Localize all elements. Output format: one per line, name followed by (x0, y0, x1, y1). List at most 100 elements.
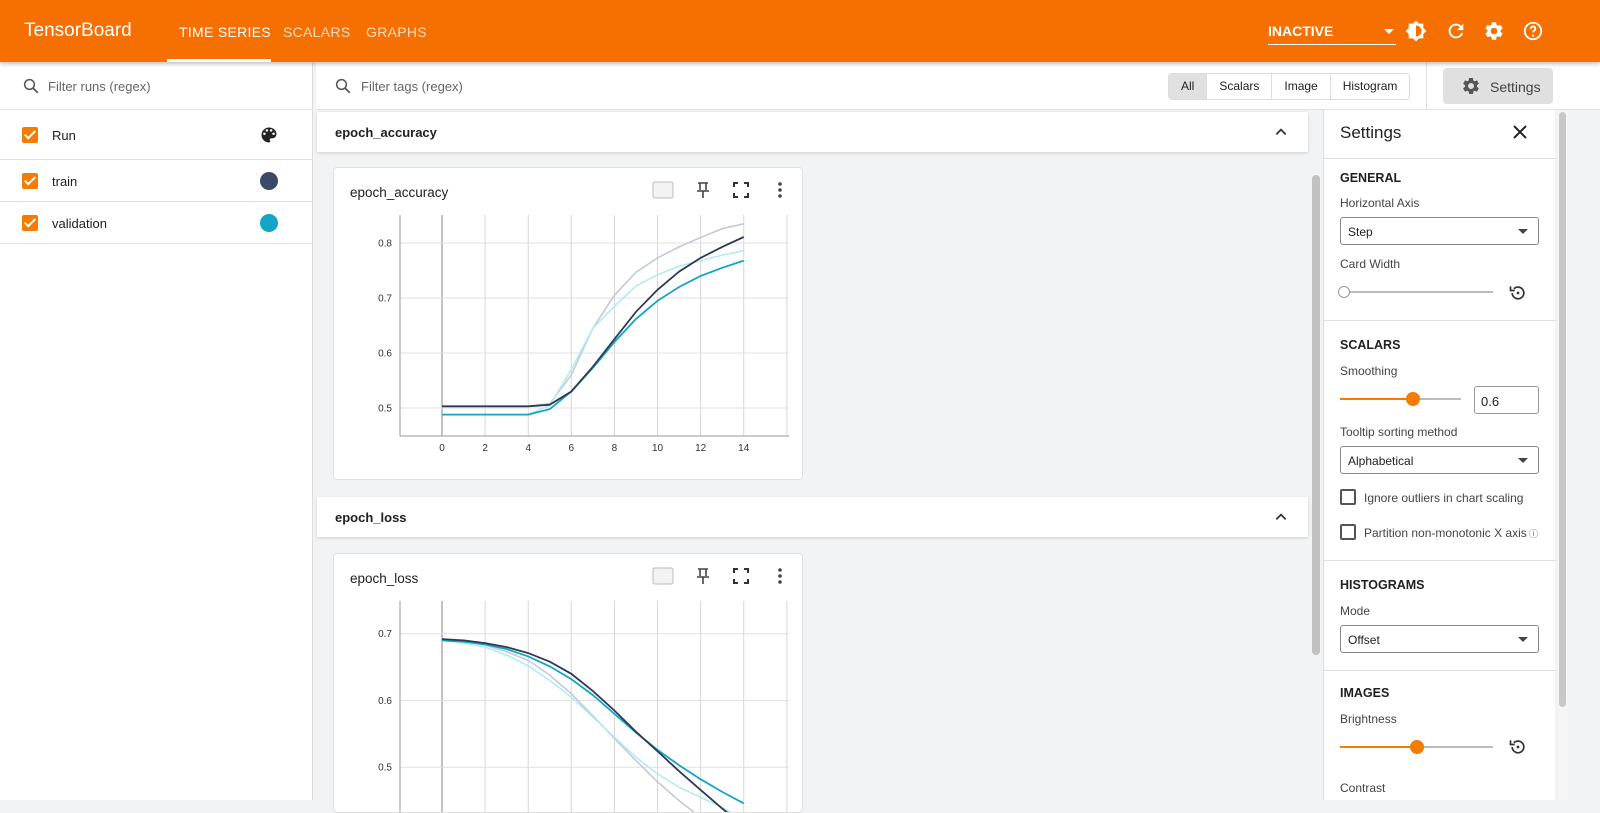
chevron-up-icon[interactable] (1274, 510, 1288, 524)
pin-icon[interactable] (696, 567, 710, 585)
contrast-label: Contrast (1340, 781, 1386, 795)
reset-icon[interactable] (1508, 737, 1528, 757)
slider-fill (1340, 398, 1413, 400)
settings-icon (1463, 77, 1479, 94)
horizontal-axis-select[interactable]: Step (1340, 217, 1539, 245)
settings-icon[interactable] (1483, 20, 1505, 42)
run-row-train[interactable]: train (0, 160, 312, 202)
info-icon[interactable]: ⓘ (1529, 529, 1539, 539)
search-icon (23, 78, 39, 94)
more-options-icon[interactable] (777, 181, 783, 199)
smoothing-slider[interactable] (1340, 392, 1461, 406)
type-filter-all[interactable]: All (1169, 74, 1207, 99)
mode-label: Mode (1340, 604, 1371, 618)
help-icon[interactable] (1522, 20, 1544, 42)
pin-icon[interactable] (696, 181, 710, 199)
settings-button[interactable]: Settings (1443, 68, 1553, 104)
horizontal-axis-label: Horizontal Axis (1340, 196, 1420, 210)
divider (1426, 62, 1427, 110)
close-icon[interactable] (1512, 124, 1528, 140)
dropdown-caret-icon (1384, 29, 1394, 39)
x-tick-label: 10 (652, 443, 664, 454)
slider-knob[interactable] (1338, 286, 1350, 298)
active-tab-indicator (167, 59, 271, 62)
select-all-checkbox[interactable] (22, 127, 38, 143)
type-filter-scalars[interactable]: Scalars (1206, 74, 1271, 99)
run-row-validation[interactable]: validation (0, 202, 312, 244)
filter-runs-placeholder: Filter runs (regex) (48, 79, 151, 94)
scrollbar-thumb[interactable] (1559, 112, 1566, 707)
settings-histograms: HISTOGRAMS Mode Offset (1324, 560, 1556, 670)
card-width-slider[interactable] (1338, 286, 1493, 298)
tab-graphs[interactable]: GRAPHS (366, 24, 427, 40)
ignore-outliers-checkbox[interactable] (1340, 489, 1356, 505)
run-color-swatch[interactable] (260, 214, 278, 232)
filter-tags-input[interactable]: Filter tags (regex) (361, 79, 463, 94)
fit-domain-icon[interactable] (652, 567, 674, 585)
partition-checkbox[interactable] (1340, 524, 1356, 540)
y-tick-label: 0.5 (378, 403, 392, 414)
y-tick-label: 0.6 (378, 348, 392, 359)
refresh-icon[interactable] (1445, 20, 1467, 42)
type-filter-image[interactable]: Image (1271, 74, 1329, 99)
settings-scrollbar[interactable] (1557, 110, 1568, 800)
x-tick-label: 12 (695, 443, 707, 454)
main-toolbar: Filter tags (regex) All Scalars Image Hi… (316, 62, 1600, 110)
y-tick-label: 0.8 (378, 239, 392, 250)
slider-knob[interactable] (1406, 392, 1420, 406)
app-logo[interactable]: TensorBoard (24, 20, 132, 41)
scrollbar-thumb[interactable] (1312, 175, 1320, 655)
smoothing-input[interactable]: 0.6 (1474, 386, 1539, 414)
run-checkbox-validation[interactable] (22, 215, 38, 231)
run-column-label: Run (52, 128, 76, 143)
type-filter-group: All Scalars Image Histogram (1168, 73, 1411, 100)
brightness-label: Brightness (1340, 712, 1397, 726)
tooltip-sort-label: Tooltip sorting method (1340, 425, 1458, 439)
run-checkbox-train[interactable] (22, 173, 38, 189)
run-status-select[interactable]: INACTIVE (1268, 17, 1396, 45)
y-tick-label: 0.7 (378, 294, 392, 305)
x-tick-label: 2 (482, 443, 488, 454)
palette-icon[interactable] (259, 125, 279, 145)
y-tick-label: 0.6 (378, 696, 392, 707)
run-name: train (52, 174, 78, 189)
brightness-slider[interactable] (1340, 740, 1493, 754)
smoothing-label: Smoothing (1340, 364, 1398, 378)
series-line-validation-raw (441, 639, 732, 812)
y-tick-label: 0.5 (378, 763, 392, 774)
app-header: TensorBoard TIME SERIES SCALARS GRAPHS I… (0, 0, 1600, 62)
card-title: epoch_accuracy (350, 185, 449, 200)
series-line-train-raw (442, 223, 744, 408)
accuracy-line-chart[interactable]: 0.5 0.6 0.7 0.8 0 2 4 6 8 10 12 14 (334, 168, 803, 480)
tab-scalars[interactable]: SCALARS (283, 24, 351, 40)
run-color-swatch[interactable] (260, 172, 278, 190)
x-tick-label: 6 (569, 443, 575, 454)
x-tick-label: 8 (612, 443, 618, 454)
tooltip-sort-select[interactable]: Alphabetical (1340, 446, 1539, 474)
loss-line-chart[interactable]: 0.5 0.6 0.7 (334, 554, 803, 813)
theme-icon[interactable] (1405, 20, 1427, 42)
filter-runs-input[interactable]: Filter runs (regex) (0, 62, 312, 110)
tab-time-series[interactable]: TIME SERIES (179, 24, 271, 40)
group-header-epoch-accuracy[interactable]: epoch_accuracy (317, 112, 1308, 152)
fit-domain-icon[interactable] (652, 181, 674, 199)
card-width-label: Card Width (1340, 257, 1401, 271)
slider-fill (1340, 746, 1417, 748)
settings-panel: Settings GENERAL Horizontal Axis Step Ca… (1323, 110, 1556, 800)
chevron-up-icon[interactable] (1274, 125, 1288, 139)
main-scrollbar[interactable] (1310, 110, 1322, 800)
slider-knob[interactable] (1410, 740, 1424, 754)
x-tick-label: 4 (525, 443, 531, 454)
runs-header-row: Run (0, 110, 312, 160)
series-line-train-smoothed (441, 638, 729, 812)
fullscreen-icon[interactable] (733, 567, 749, 585)
search-icon (335, 78, 351, 94)
run-status-value: INACTIVE (1268, 23, 1334, 39)
histogram-mode-select[interactable]: Offset (1340, 625, 1539, 653)
type-filter-histogram[interactable]: Histogram (1329, 74, 1410, 99)
settings-button-label: Settings (1490, 79, 1541, 95)
group-header-epoch-loss[interactable]: epoch_loss (317, 497, 1308, 537)
reset-icon[interactable] (1508, 283, 1528, 303)
more-options-icon[interactable] (777, 567, 783, 585)
fullscreen-icon[interactable] (733, 181, 749, 199)
